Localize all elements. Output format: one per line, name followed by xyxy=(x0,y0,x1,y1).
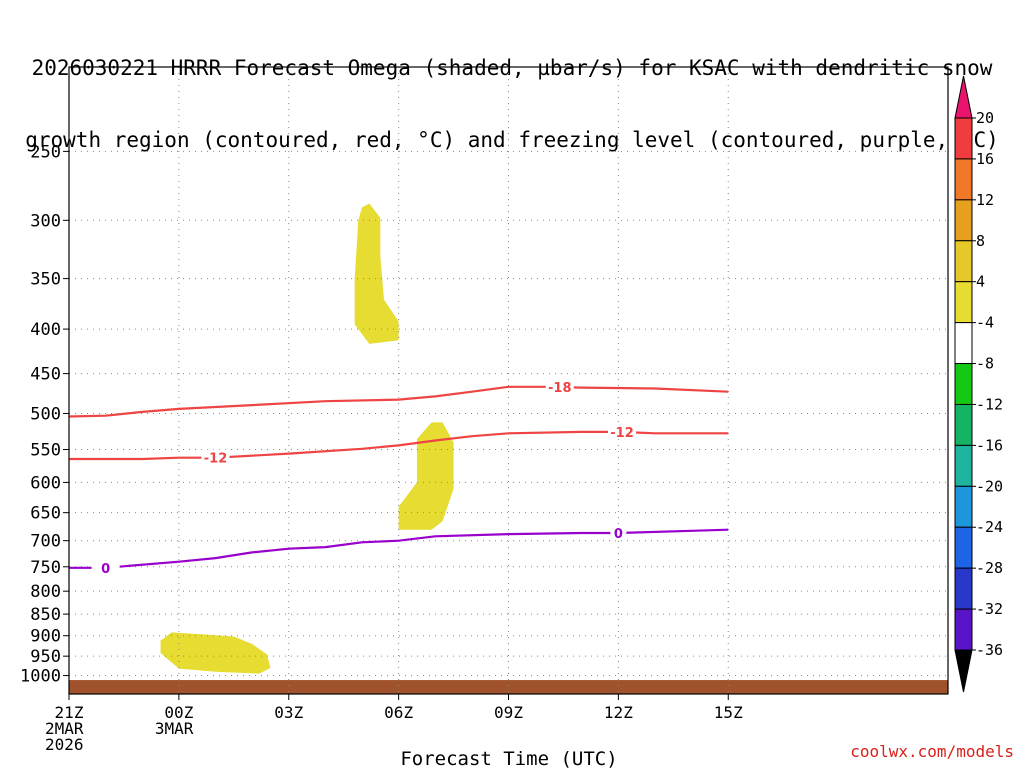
y-tick-label-400: 400 xyxy=(30,320,61,340)
colorbar-top-arrow xyxy=(954,75,973,119)
x-tick-label-09Z-1: 09Z xyxy=(494,703,523,722)
colorbar-label-2: 16 xyxy=(976,150,994,168)
colorbar-label-8: -12 xyxy=(976,395,1003,413)
colorbar-segment-2 xyxy=(954,158,973,201)
site-credit: coolwx.com/models xyxy=(850,742,1014,761)
colorbar-segment-11 xyxy=(954,526,973,569)
contour-line-4 xyxy=(69,528,729,569)
y-tick-label-600: 600 xyxy=(30,473,61,493)
contour-label-bg-1 xyxy=(545,379,574,395)
colorbar-segment-7 xyxy=(954,363,973,405)
colorbar-label-14: -36 xyxy=(976,641,1003,659)
contour-line-1 xyxy=(68,385,729,418)
y-tick-label-350: 350 xyxy=(30,270,61,290)
colorbar-label-4: 8 xyxy=(976,232,985,250)
y-tick-label-950: 950 xyxy=(30,647,61,667)
colorbar-segment-10 xyxy=(954,485,973,528)
contour-label-3: -12 xyxy=(610,426,634,441)
contour-label-bg-4 xyxy=(91,559,120,575)
y-tick-label-450: 450 xyxy=(30,365,61,385)
chart-title: 2026030221 HRRR Forecast Omega (shaded, … xyxy=(0,8,1024,176)
x-tick-label-21Z-3: 2026 xyxy=(45,735,84,754)
colorbar-segment-5 xyxy=(954,281,973,324)
x-tick-label-21Z-2: 2MAR xyxy=(45,719,84,738)
terrain-strip xyxy=(69,680,948,694)
colorbar-label-6: -4 xyxy=(976,314,994,332)
x-tick-label-06Z-1: 06Z xyxy=(384,703,413,722)
y-tick-label-750: 750 xyxy=(30,558,61,578)
x-tick-label-15Z-1: 15Z xyxy=(714,703,743,722)
colorbar-segment-9 xyxy=(954,444,973,487)
y-tick-label-550: 550 xyxy=(30,441,61,461)
colorbar-segment-6 xyxy=(954,322,973,365)
chart-title-line-2: growth region (contoured, red, °C) and f… xyxy=(25,128,999,152)
y-tick-label-800: 800 xyxy=(30,582,61,602)
x-tick-label-00Z-2: 3MAR xyxy=(155,719,194,738)
colorbar-label-7: -8 xyxy=(976,355,994,373)
colorbar-bottom-arrow xyxy=(954,649,973,693)
contour-label-2: -12 xyxy=(204,452,228,467)
y-tick-label-300: 300 xyxy=(30,211,61,231)
colorbar-segment-4 xyxy=(954,240,973,283)
chart-title-line-1: 2026030221 HRRR Forecast Omega (shaded, … xyxy=(31,56,993,80)
contour-label-1: -18 xyxy=(548,381,572,396)
colorbar-segment-1 xyxy=(954,117,973,160)
colorbar-label-9: -16 xyxy=(976,436,1003,454)
y-tick-label-1000: 1000 xyxy=(20,667,61,687)
y-tick-label-650: 650 xyxy=(30,504,61,524)
colorbar-segment-3 xyxy=(954,199,973,242)
freezing-label-2: 0 xyxy=(614,527,623,542)
y-tick-label-850: 850 xyxy=(30,605,61,625)
contour-label-bg-2 xyxy=(201,449,230,465)
y-tick-label-250: 250 xyxy=(30,142,61,162)
y-tick-label-700: 700 xyxy=(30,532,61,552)
x-tick-label-12Z-1: 12Z xyxy=(604,703,633,722)
x-axis-title: Forecast Time (UTC) xyxy=(400,748,617,768)
colorbar-segment-12 xyxy=(954,567,973,610)
colorbar-label-13: -32 xyxy=(976,600,1003,618)
x-tick-label-03Z-1: 03Z xyxy=(274,703,303,722)
y-tick-label-500: 500 xyxy=(30,404,61,424)
freezing-label-bg-2 xyxy=(610,525,627,541)
plot-frame xyxy=(68,66,949,695)
colorbar-segment-8 xyxy=(954,403,973,446)
colorbar-label-11: -24 xyxy=(976,518,1003,536)
omega-region-3 xyxy=(160,632,271,674)
contour-label-bg-3 xyxy=(608,424,637,440)
omega-region-2 xyxy=(398,422,454,530)
y-tick-label-900: 900 xyxy=(30,627,61,647)
colorbar-label-12: -28 xyxy=(976,559,1003,577)
colorbar-label-10: -20 xyxy=(976,477,1003,495)
x-tick-label-21Z-1: 21Z xyxy=(55,703,84,722)
colorbar-label-1: 20 xyxy=(976,109,994,127)
contour-label-4: 0 xyxy=(101,562,110,577)
x-tick-label-00Z-1: 00Z xyxy=(164,703,193,722)
colorbar-segment-13 xyxy=(954,608,973,651)
omega-region-1 xyxy=(354,203,399,344)
colorbar-label-3: 12 xyxy=(976,191,994,209)
colorbar-label-5: 4 xyxy=(976,273,985,291)
